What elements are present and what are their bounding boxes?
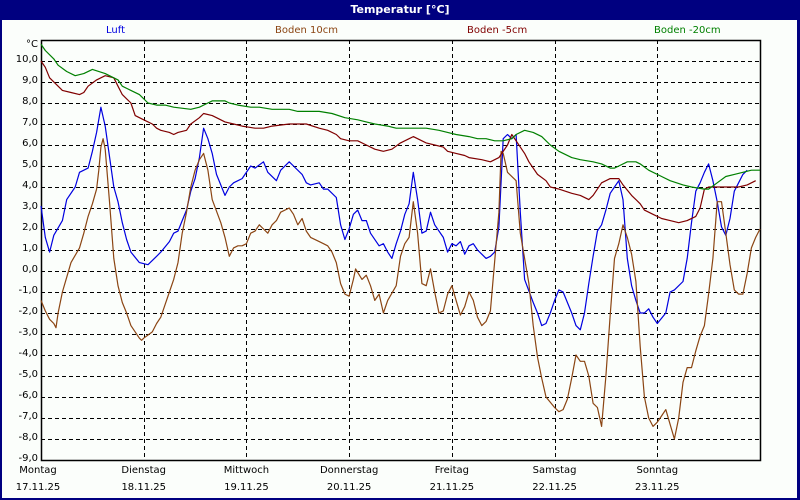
legend-boden-5cm: Boden -5cm — [467, 25, 528, 36]
x-tick-day: Montag — [19, 465, 57, 476]
x-tick-day: Donnerstag — [319, 465, 379, 476]
x-tick-date: 23.11.25 — [635, 482, 680, 493]
window-title: Temperatur [°C] — [0, 0, 800, 20]
y-tick-label: -6,0 — [18, 390, 38, 401]
y-tick-label: -3,0 — [18, 327, 38, 338]
y-tick-label: 0,0 — [22, 264, 38, 275]
y-tick-label: 2,0 — [22, 222, 38, 233]
y-tick-label: -7,0 — [18, 411, 38, 422]
y-tick-label: -4,0 — [18, 348, 38, 359]
y-tick-label: 6,0 — [22, 138, 38, 149]
legend-boden-10cm: Boden 10cm — [275, 25, 338, 36]
y-tick-label: 4,0 — [22, 180, 38, 191]
y-tick-label: 5,0 — [22, 159, 38, 170]
series-boden-20cm — [40, 43, 760, 190]
x-tick-day: Mittwoch — [223, 465, 270, 476]
x-tick-date: 19.11.25 — [224, 482, 269, 493]
x-tick-date: 20.11.25 — [326, 482, 372, 493]
y-tick-label: 7,0 — [22, 117, 38, 128]
x-tick-date: 18.11.25 — [121, 482, 166, 493]
plot-frame — [40, 39, 762, 462]
y-tick-label: 9,0 — [22, 75, 38, 86]
y-tick-label: -2,0 — [18, 306, 38, 317]
y-tick-label: -8,0 — [18, 432, 38, 443]
y-tick-label: 8,0 — [22, 96, 38, 107]
y-tick-label: -5,0 — [18, 369, 38, 380]
x-tick-day: Samstag — [532, 465, 577, 476]
x-tick-date: 17.11.25 — [15, 482, 61, 493]
y-tick-label: 3,0 — [22, 201, 38, 212]
y-tick-label: 1,0 — [22, 243, 38, 254]
legend-boden-20cm: Boden -20cm — [654, 25, 721, 36]
x-tick-day: Freitag — [434, 465, 469, 476]
series-luft — [40, 106, 748, 331]
series-boden-5cm — [40, 60, 756, 224]
series-boden-10cm — [40, 138, 761, 440]
y-unit-label: °C — [26, 39, 38, 50]
legend-luft: Luft — [106, 25, 125, 36]
y-tick-label: 10,0 — [15, 54, 38, 65]
x-tick-date: 21.11.25 — [429, 482, 475, 493]
x-tick-date: 22.11.25 — [532, 482, 577, 493]
x-tick-day: Dienstag — [121, 465, 166, 476]
y-tick-label: -9,0 — [18, 453, 38, 464]
x-tick-day: Sonntag — [636, 465, 679, 476]
y-tick-label: -1,0 — [18, 285, 38, 296]
